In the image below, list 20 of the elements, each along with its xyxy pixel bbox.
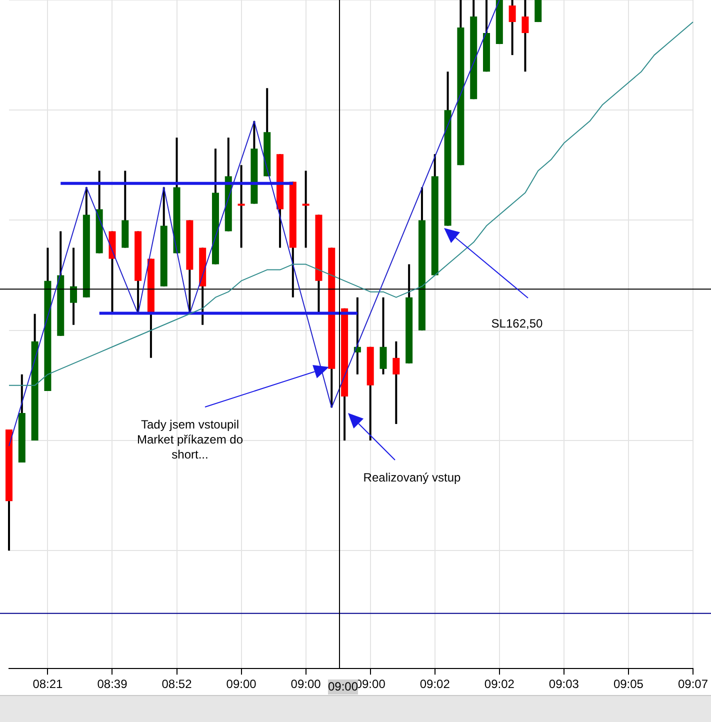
- x-tick-label: 09:03: [548, 677, 580, 692]
- annotation: Tady jsem vstoupil Market příkazem do short...: [136, 418, 244, 462]
- candlestick: [522, 0, 529, 73]
- candlestick: [302, 170, 310, 249]
- x-tick-label: 09:07: [678, 677, 708, 692]
- candlestick: [392, 340, 400, 425]
- annotation: SL162,50: [491, 316, 543, 332]
- x-tick-label: 09:02: [420, 677, 450, 692]
- candlestick: [238, 164, 245, 249]
- x-tick-label: 09:05: [613, 677, 644, 692]
- annotation: Realizovaný vstup: [363, 470, 461, 486]
- x-tick-label: 09:02: [484, 677, 515, 692]
- x-tick-label: 08:52: [162, 677, 192, 692]
- candlestick: [508, 0, 516, 56]
- x-tick-label: 08:39: [97, 677, 128, 692]
- candlestick: [380, 296, 387, 376]
- x-tick-label: 09:00: [226, 677, 257, 692]
- x-tick-label: 08:21: [32, 677, 64, 692]
- x-tick-label: 09:00: [290, 677, 322, 692]
- candlestick: [534, 0, 542, 24]
